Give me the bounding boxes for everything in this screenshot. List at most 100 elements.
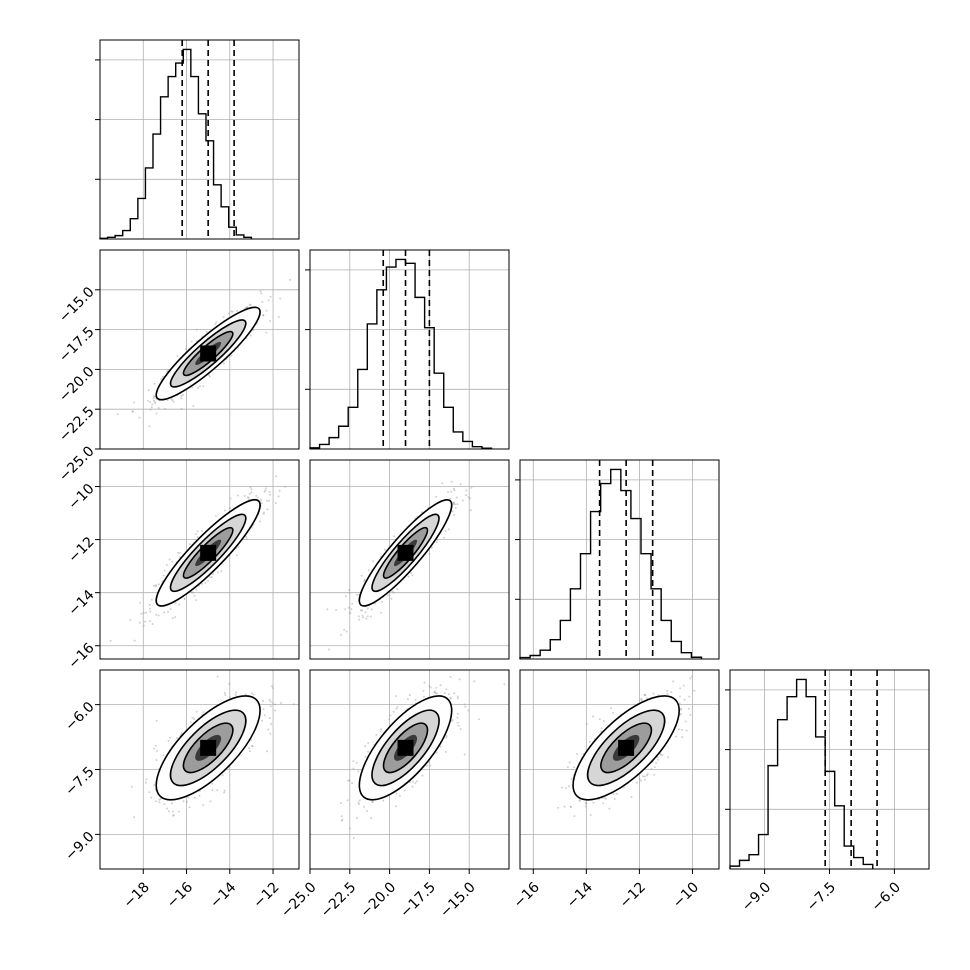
scatter-point [258, 520, 261, 523]
scatter-point [193, 594, 196, 597]
scatter-point [147, 399, 149, 402]
scatter-point [263, 511, 265, 514]
scatter-point [144, 781, 147, 784]
scatter-point [570, 777, 573, 780]
scatter-point [412, 780, 415, 783]
scatter-point [372, 560, 374, 563]
scatter-point [204, 581, 207, 584]
scatter-point [456, 697, 459, 700]
scatter-point [450, 480, 453, 483]
scatter-point [154, 402, 157, 404]
scatter-point [147, 389, 150, 392]
scatter-point [456, 712, 459, 715]
scatter-point [228, 507, 231, 510]
scatter-point [359, 609, 362, 612]
scatter-point [230, 354, 233, 357]
scatter-point [193, 796, 196, 799]
scatter-point [231, 310, 234, 313]
scatter-point [145, 611, 148, 614]
scatter-point [371, 801, 374, 804]
scatter-point [379, 730, 382, 733]
scatter-point [348, 589, 350, 592]
scatter-point [267, 728, 270, 731]
y-tick-label: −6.0 [62, 699, 97, 734]
scatter-point [349, 612, 352, 615]
scatter-point [133, 401, 136, 404]
scatter-point [153, 584, 155, 587]
scatter-point [463, 753, 466, 756]
scatter-point [163, 803, 166, 806]
x-tick-label: −17.5 [397, 879, 439, 921]
scatter-point [470, 486, 473, 489]
scatter-point [153, 747, 156, 750]
scatter-point [454, 506, 457, 509]
scatter-point [573, 815, 576, 818]
scatter-point [684, 720, 687, 723]
scatter-point [358, 799, 361, 802]
scatter-point [422, 689, 425, 692]
scatter-point [681, 736, 684, 739]
scatter-point [170, 397, 173, 400]
scatter-point [143, 611, 145, 614]
scatter-point [252, 693, 255, 696]
y-tick-label: −7.5 [62, 764, 97, 799]
scatter-point [680, 708, 682, 711]
scatter-point [198, 794, 201, 797]
scatter-point [367, 750, 369, 753]
scatter-point [361, 609, 364, 612]
panel-frame [99, 39, 300, 240]
scatter-point [176, 551, 179, 554]
scatter-point [610, 707, 613, 710]
scatter-point [687, 707, 690, 710]
scatter-point [250, 488, 253, 491]
scatter-point [369, 615, 372, 618]
y-tick-label: −20.0 [56, 364, 98, 406]
scatter-point [365, 617, 368, 620]
scatter-point [221, 774, 224, 777]
scatter-point [366, 607, 369, 610]
scatter-point [347, 606, 350, 609]
scatter-point [260, 502, 263, 505]
histogram-step [519, 468, 703, 659]
scatter-point [148, 791, 151, 794]
x-tick-label: −16 [511, 879, 543, 911]
scatter-point [449, 696, 452, 699]
scatter-point [351, 782, 353, 785]
scatter-point [252, 329, 255, 332]
scatter-point [655, 761, 658, 764]
scatter-point [407, 575, 410, 578]
panel-2-2 [515, 459, 720, 660]
scatter-point [683, 698, 686, 701]
scatter-point [461, 499, 464, 502]
scatter-point [274, 709, 276, 712]
scatter-point [140, 612, 143, 615]
scatter-point [445, 688, 448, 691]
scatter-point [274, 502, 277, 504]
scatter-point [167, 810, 170, 813]
scatter-point [428, 552, 431, 555]
scatter-point [661, 753, 664, 756]
scatter-point [592, 715, 595, 718]
scatter-point [109, 639, 112, 642]
scatter-point [178, 552, 181, 554]
panel-frame [99, 249, 300, 450]
scatter-point [263, 714, 266, 717]
scatter-point [250, 491, 253, 494]
scatter-point [269, 319, 271, 322]
scatter-point [362, 616, 364, 619]
scatter-point [171, 810, 174, 813]
scatter-point [235, 554, 238, 557]
scatter-point [268, 491, 271, 493]
scatter-point [348, 591, 351, 594]
scatter-point [352, 837, 355, 839]
scatter-point [262, 512, 265, 515]
scatter-point [250, 692, 253, 695]
scatter-point [469, 497, 471, 500]
scatter-point [445, 736, 448, 739]
scatter-point [177, 810, 180, 813]
scatter-point [340, 819, 343, 822]
scatter-point [207, 374, 210, 376]
scatter-point [249, 334, 252, 337]
scatter-point [464, 705, 467, 708]
scatter-point [344, 595, 347, 598]
